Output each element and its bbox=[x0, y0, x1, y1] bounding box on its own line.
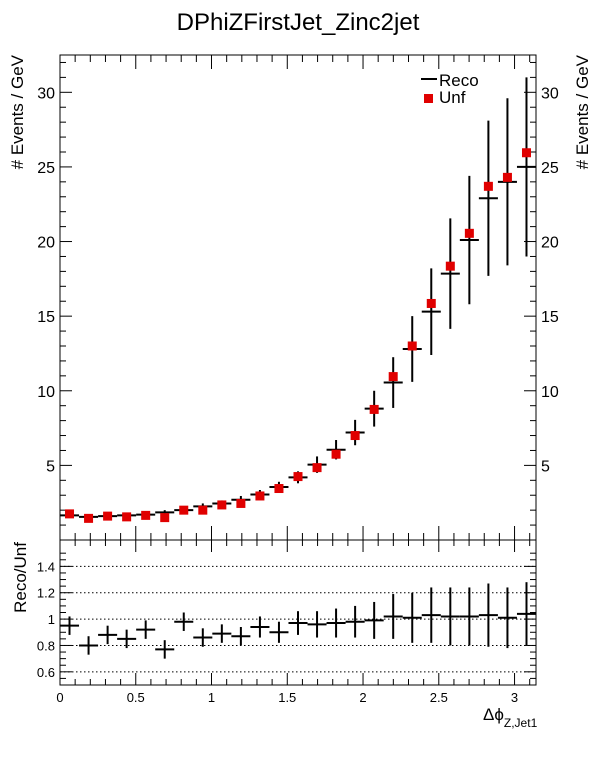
unf-point bbox=[84, 513, 94, 523]
unf-point bbox=[445, 261, 455, 271]
legend-unf-swatch bbox=[424, 94, 433, 103]
x-axis-label-sub: Z,Jet1 bbox=[504, 716, 538, 730]
unf-point bbox=[141, 510, 151, 520]
bottom-axes: 0.6 0.8 1 1.2 1.4 0 0.5 1 1.5 2 2.5 3 bbox=[37, 540, 536, 705]
legend-reco-label: Reco bbox=[439, 71, 479, 90]
unf-point bbox=[217, 500, 227, 510]
top-ylabel-left: # Events / GeV bbox=[8, 54, 27, 169]
unf-point bbox=[198, 505, 208, 515]
unf-point bbox=[521, 148, 531, 158]
unf-point bbox=[312, 463, 322, 473]
x-axis-label-main: Δϕ bbox=[483, 705, 504, 724]
top-series bbox=[60, 77, 536, 523]
top-axes: 5 5 10 10 15 15 20 20 25 25 30 30 bbox=[37, 55, 559, 540]
unf-point bbox=[103, 511, 113, 521]
top-ytick-label-right: 10 bbox=[541, 384, 559, 401]
unf-point bbox=[255, 491, 265, 501]
top-ytick-label-left: 15 bbox=[37, 309, 55, 326]
legend: Reco Unf bbox=[421, 71, 479, 107]
unf-point bbox=[65, 509, 75, 519]
unf-point bbox=[369, 404, 379, 414]
unf-point bbox=[502, 172, 512, 182]
xtick-label: 1.5 bbox=[278, 690, 296, 705]
top-ytick-label-right: 20 bbox=[541, 235, 559, 252]
top-ytick-label-right: 5 bbox=[541, 458, 550, 475]
top-ytick-label-left: 10 bbox=[37, 384, 55, 401]
top-ytick-label-left: 20 bbox=[37, 235, 55, 252]
unf-point bbox=[407, 341, 417, 351]
bottom-ytick-label: 0.6 bbox=[37, 665, 55, 680]
ratio-series bbox=[60, 582, 536, 659]
unf-point bbox=[160, 513, 170, 523]
top-ytick-label-right: 25 bbox=[541, 160, 559, 177]
top-ytick-label-left: 5 bbox=[46, 458, 55, 475]
xtick-label: 3 bbox=[511, 690, 518, 705]
bottom-ytick-label: 1.4 bbox=[37, 559, 55, 574]
unf-point bbox=[293, 472, 303, 482]
unf-point bbox=[426, 298, 436, 308]
unf-point bbox=[464, 228, 474, 238]
xtick-label: 2.5 bbox=[430, 690, 448, 705]
top-ylabel-right: # Events / GeV bbox=[573, 54, 592, 169]
x-axis-label: ΔϕZ,Jet1 bbox=[483, 705, 538, 730]
chart-title: DPhiZFirstJet_Zinc2jet bbox=[177, 9, 420, 36]
unf-point bbox=[179, 505, 189, 515]
top-ytick-label-left: 25 bbox=[37, 160, 55, 177]
xtick-label: 0.5 bbox=[127, 690, 145, 705]
unf-point bbox=[483, 181, 493, 191]
unf-point bbox=[350, 431, 360, 441]
unf-point bbox=[274, 484, 284, 494]
unf-point bbox=[236, 498, 246, 508]
top-ytick-label-right: 15 bbox=[541, 309, 559, 326]
top-plot-frame bbox=[59, 54, 537, 541]
unf-point bbox=[122, 512, 132, 522]
bottom-ytick-label: 1.2 bbox=[37, 586, 55, 601]
top-ytick-label-right: 30 bbox=[541, 85, 559, 102]
bottom-ytick-label: 1 bbox=[48, 612, 55, 627]
xtick-label: 1 bbox=[208, 690, 215, 705]
unf-point bbox=[388, 372, 398, 382]
unf-point bbox=[331, 449, 341, 459]
xtick-label: 2 bbox=[359, 690, 366, 705]
legend-unf-label: Unf bbox=[439, 88, 466, 107]
top-ytick-label-left: 30 bbox=[37, 85, 55, 102]
bottom-ytick-label: 0.8 bbox=[37, 638, 55, 653]
xtick-label: 0 bbox=[56, 690, 63, 705]
bottom-ylabel: Reco/Unf bbox=[11, 542, 30, 613]
